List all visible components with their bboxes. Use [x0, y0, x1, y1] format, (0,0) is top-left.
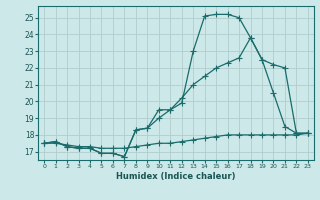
X-axis label: Humidex (Indice chaleur): Humidex (Indice chaleur): [116, 172, 236, 181]
